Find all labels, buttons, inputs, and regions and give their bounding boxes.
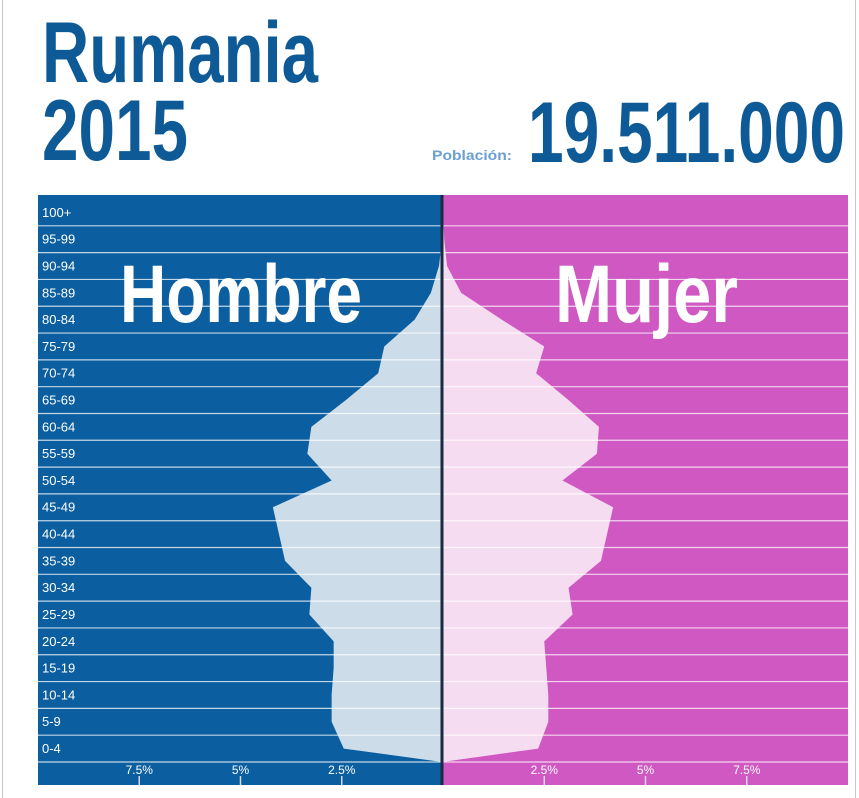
population-label: Población: bbox=[432, 147, 512, 163]
category-label: 45-49 bbox=[42, 500, 75, 515]
category-label: 35-39 bbox=[42, 553, 75, 568]
population-area bbox=[272, 199, 443, 762]
category-label: 65-69 bbox=[42, 393, 75, 408]
category-label: 20-24 bbox=[42, 634, 75, 649]
x-tick-label: 5% bbox=[637, 763, 655, 777]
category-label: 5-9 bbox=[42, 714, 61, 729]
population-area bbox=[442, 199, 614, 762]
legend-label: Mujer bbox=[555, 249, 738, 340]
x-tick-label: 2.5% bbox=[328, 763, 356, 777]
legend-label: Hombre bbox=[120, 249, 362, 340]
category-label: 55-59 bbox=[42, 446, 75, 461]
category-label: 15-19 bbox=[42, 661, 75, 676]
category-label: 50-54 bbox=[42, 473, 75, 488]
category-label: 10-14 bbox=[42, 687, 75, 702]
category-label: 100+ bbox=[42, 205, 71, 220]
x-tick-label: 7.5% bbox=[126, 763, 154, 777]
chart-title: Rumania bbox=[42, 5, 319, 101]
category-label: 0-4 bbox=[42, 741, 61, 756]
x-tick-label: 2.5% bbox=[531, 763, 559, 777]
population-value: 19.511.000 bbox=[528, 85, 845, 181]
x-tick-label: 7.5% bbox=[733, 763, 761, 777]
x-tick-label: 5% bbox=[232, 763, 250, 777]
category-label: 90-94 bbox=[42, 258, 75, 273]
category-label: 95-99 bbox=[42, 232, 75, 247]
category-label: 40-44 bbox=[42, 527, 75, 542]
chart-subtitle: 2015 bbox=[42, 83, 188, 179]
category-label: 30-34 bbox=[42, 580, 75, 595]
category-label: 25-29 bbox=[42, 607, 75, 622]
category-label: 60-64 bbox=[42, 419, 75, 434]
category-label: 70-74 bbox=[42, 366, 75, 381]
category-label: 75-79 bbox=[42, 339, 75, 354]
category-label: 80-84 bbox=[42, 312, 75, 327]
category-label: 85-89 bbox=[42, 285, 75, 300]
